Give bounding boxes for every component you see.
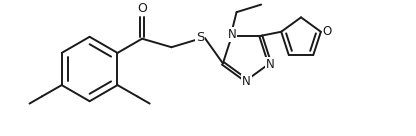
Text: N: N: [242, 75, 251, 88]
Text: O: O: [137, 2, 147, 15]
Text: S: S: [196, 31, 204, 44]
Text: O: O: [323, 25, 332, 38]
Text: N: N: [266, 58, 275, 71]
Text: N: N: [228, 28, 236, 41]
